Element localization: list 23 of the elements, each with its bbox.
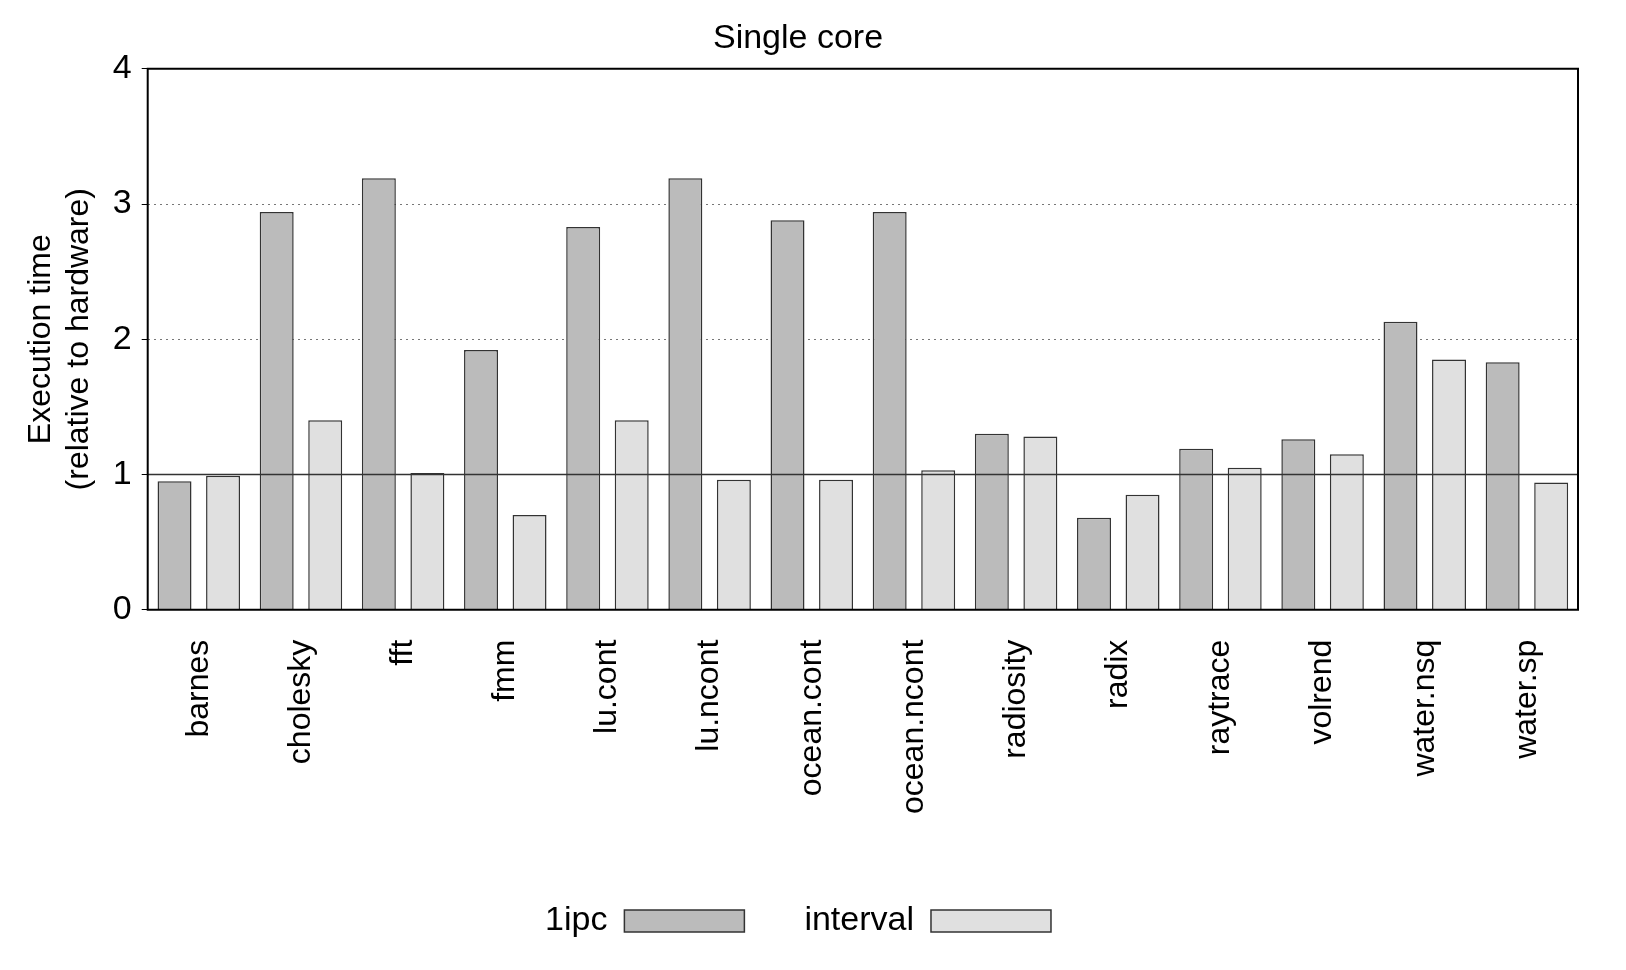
x-tick-label: raytrace: [1200, 639, 1237, 756]
y-tick-label: 2: [112, 317, 132, 356]
x-tick-label: radix: [1098, 639, 1135, 709]
x-tick-label: lu.ncont: [689, 639, 726, 752]
legend-label: interval: [804, 899, 914, 938]
legend-label: 1ipc: [545, 899, 608, 938]
x-tick-label: cholesky: [280, 639, 317, 765]
x-tick-label: lu.cont: [587, 639, 624, 734]
y-tick-label: 0: [112, 588, 132, 627]
x-tick-label: radiosity: [995, 639, 1032, 759]
y-axis-title: Execution time (relative to hardware): [21, 188, 96, 491]
x-tick-label: barnes: [178, 639, 215, 738]
y-tick-label: 4: [112, 47, 132, 86]
y-tick-label: 1: [112, 452, 132, 491]
x-tick-label: water.nsq: [1404, 639, 1441, 778]
x-tick-label: volrend: [1302, 639, 1339, 745]
x-tick-label: fft: [382, 639, 419, 666]
chart-title: Single core: [712, 16, 884, 55]
x-tick-label: ocean.ncont: [893, 639, 930, 814]
x-tick-label: fmm: [485, 639, 522, 702]
y-tick-label: 3: [112, 182, 132, 221]
x-tick-label: water.sp: [1506, 639, 1543, 760]
x-tick-label: ocean.cont: [791, 639, 828, 797]
